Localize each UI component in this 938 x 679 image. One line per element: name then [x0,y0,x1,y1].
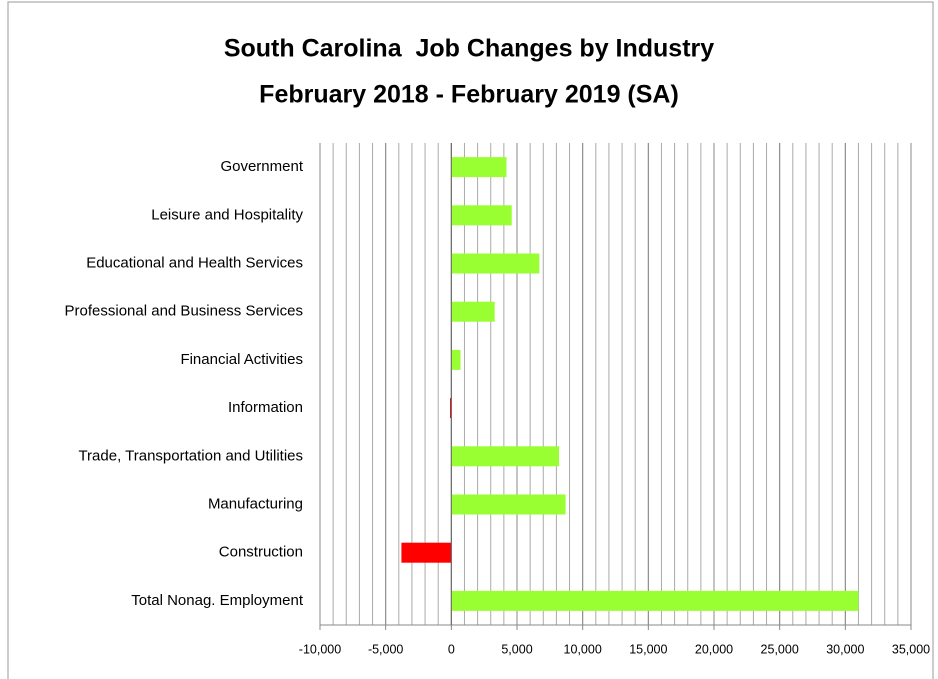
x-tick-label: 15,000 [629,642,667,656]
bar [451,157,507,178]
bar [451,590,859,611]
bar [451,205,512,226]
chart-frame [7,1,934,679]
x-tick-label: 20,000 [695,642,733,656]
bar [450,398,452,419]
chart-subtitle: February 2018 - February 2019 (SA) [259,81,679,109]
bar [451,301,495,322]
y-tick-label: Leisure and Hospitality [151,206,303,223]
chart-title: South Carolina Job Changes by Industry [224,35,714,63]
bar [451,494,566,515]
y-tick-label: Government [220,158,303,175]
y-tick-label: Manufacturing [208,495,303,512]
x-tick-label: 25,000 [761,642,799,656]
x-tick-label: 0 [448,642,455,656]
y-tick-label: Professional and Business Services [65,303,303,320]
y-tick-label: Construction [219,544,303,561]
bar [451,253,540,274]
bar [401,542,452,563]
x-tick-label: -10,000 [299,642,341,656]
bar [451,349,461,370]
x-tick-label: -5,000 [368,642,403,656]
x-tick-label: 5,000 [501,642,532,656]
y-tick-label: Information [228,399,303,416]
x-tick-label: 30,000 [826,642,864,656]
y-tick-label: Total Nonag. Employment [131,592,304,609]
y-tick-label: Trade, Transportation and Utilities [78,447,303,464]
x-tick-label: 10,000 [564,642,602,656]
bar [451,446,560,467]
y-tick-label: Financial Activities [180,351,303,368]
y-tick-label: Educational and Health Services [86,254,303,271]
x-tick-label: 35,000 [892,642,930,656]
